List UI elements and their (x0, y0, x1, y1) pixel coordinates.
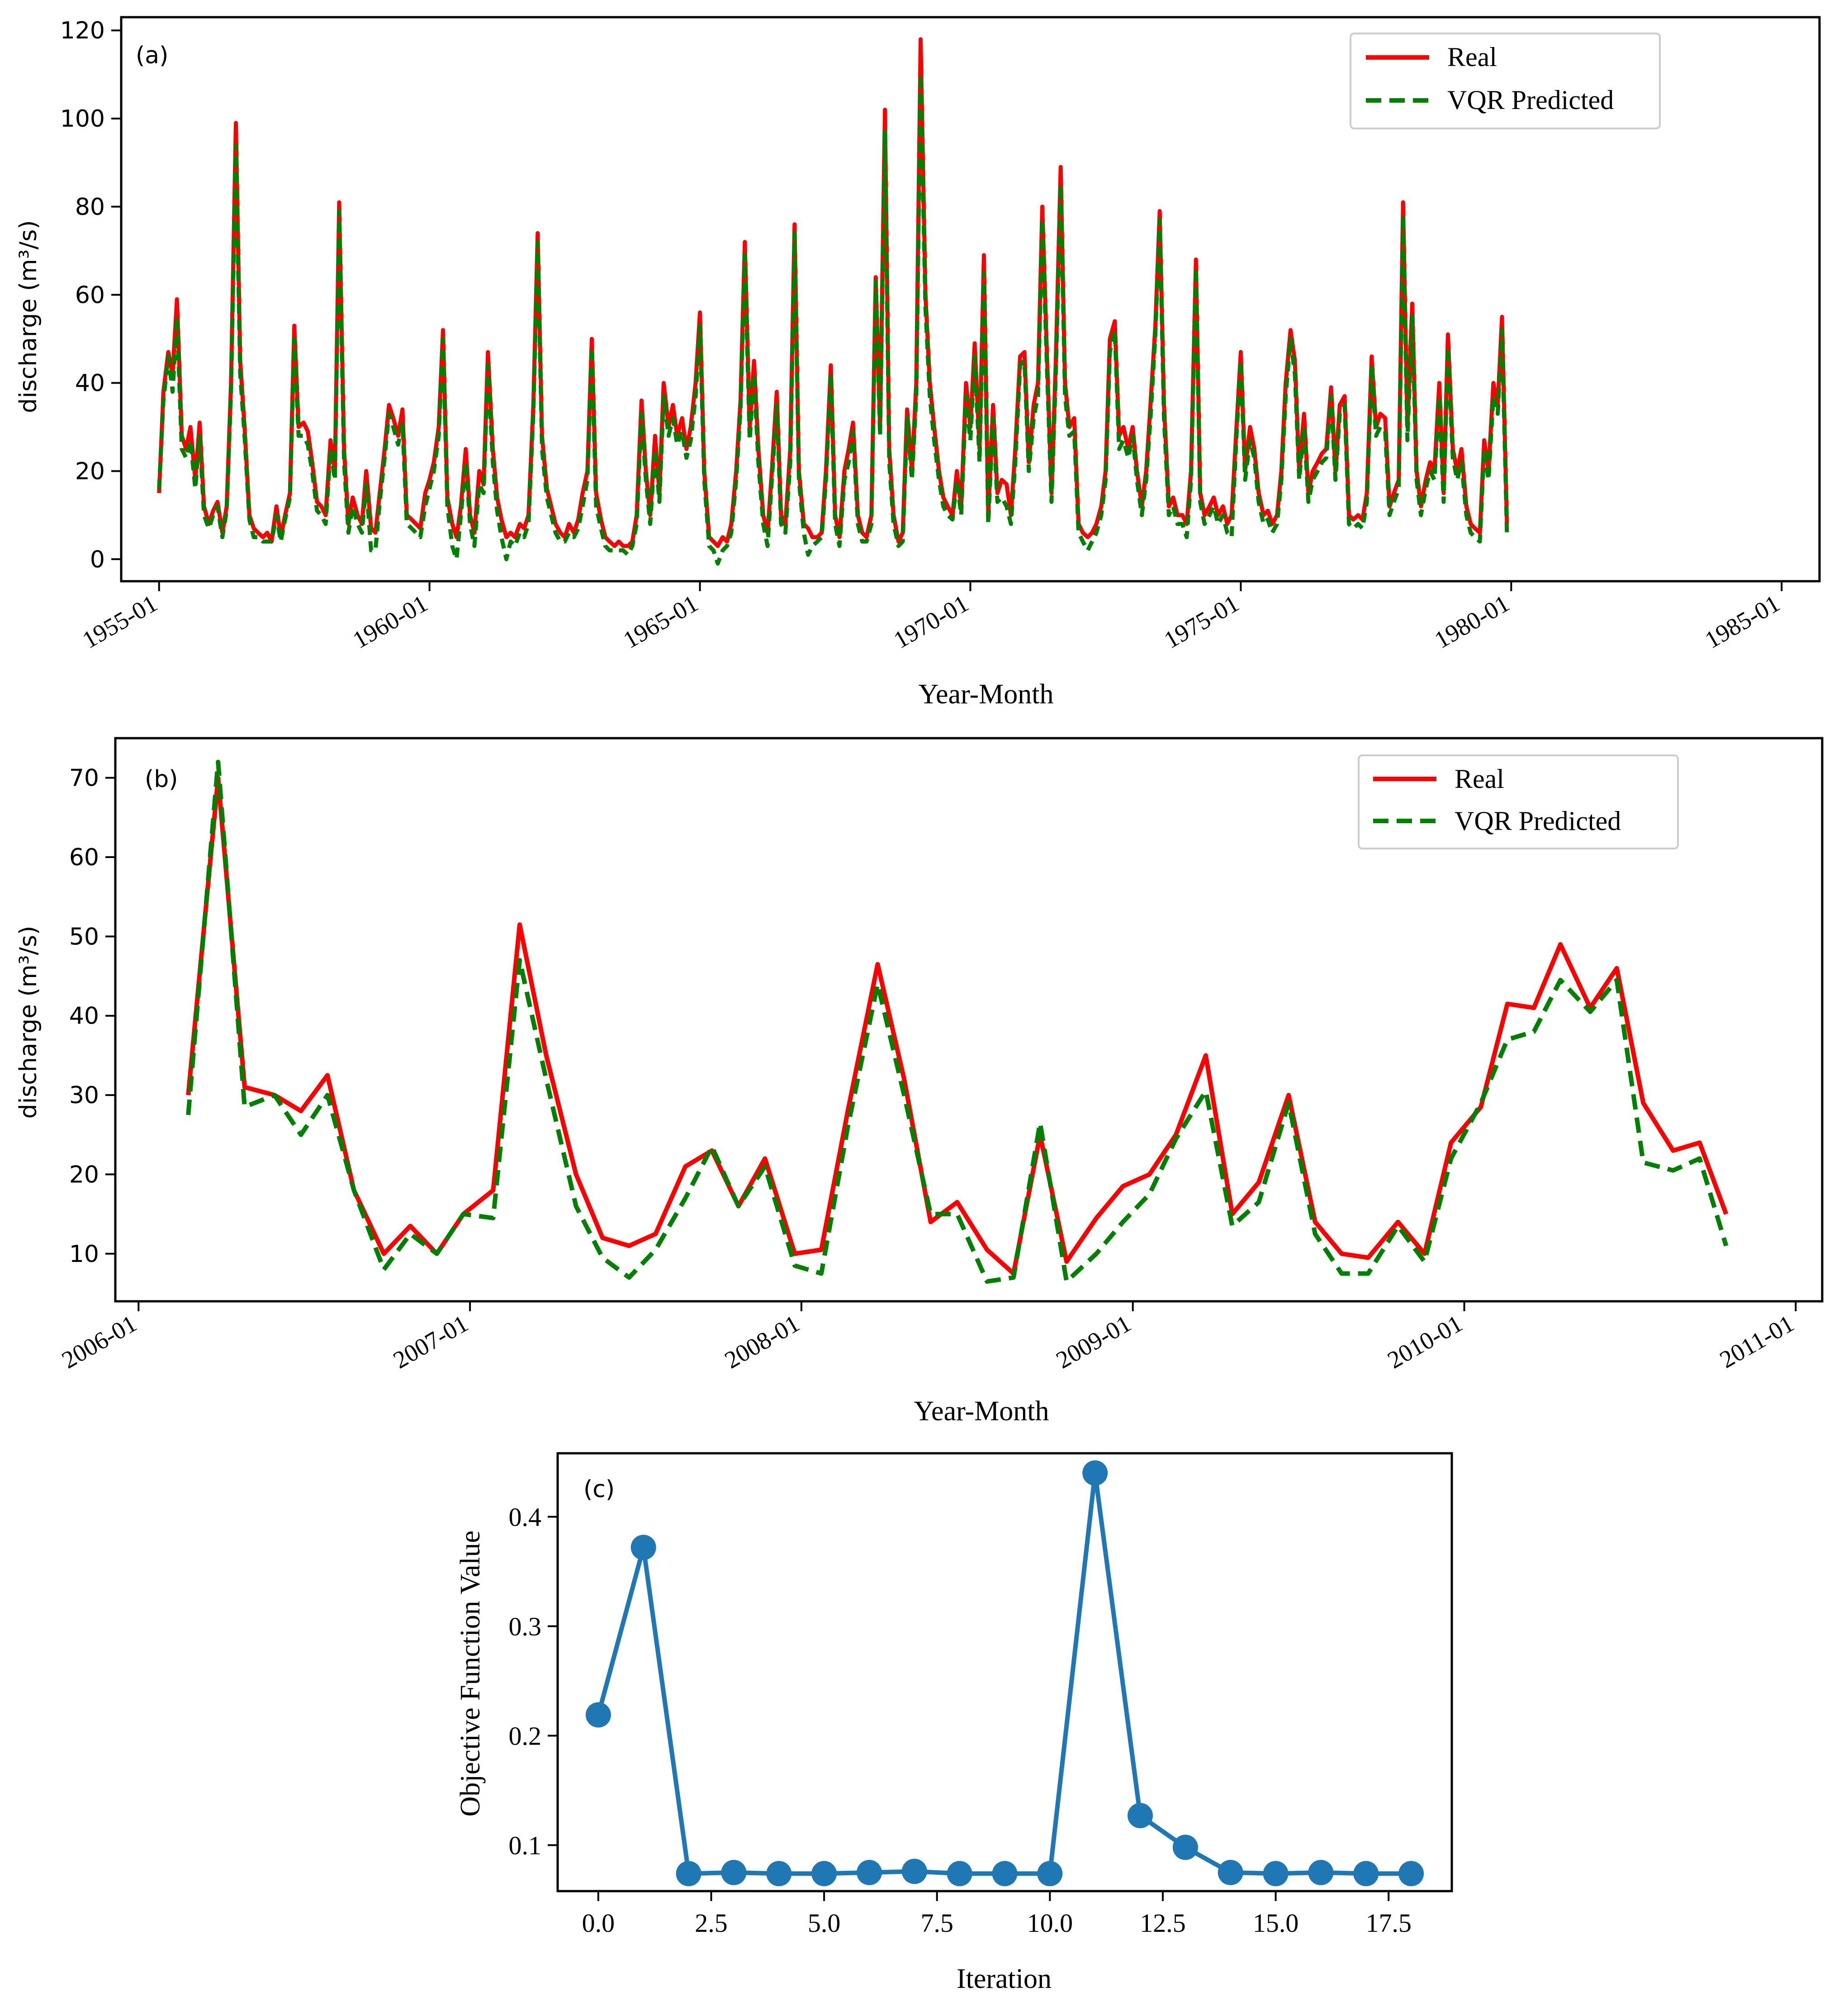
x-tick-label: 0.0 (582, 1908, 615, 1938)
y-tick-label: 60 (75, 282, 105, 309)
panel-c-label: (c) (583, 1476, 615, 1503)
objective-point (630, 1535, 656, 1560)
panel-a-legend-real: Real (1447, 42, 1497, 72)
y-tick-label: 100 (60, 105, 105, 133)
y-tick-label: 0.4 (509, 1502, 542, 1532)
series-line-real (157, 37, 1509, 548)
y-tick-label: 50 (69, 923, 99, 950)
x-tick-label: 15.0 (1253, 1908, 1299, 1938)
panel-b-ylabel: discharge (m³/s) (15, 926, 42, 1119)
objective-point (676, 1861, 701, 1887)
objective-point (1353, 1861, 1379, 1887)
y-tick-label: 0.3 (509, 1612, 542, 1641)
x-tick-label: 2.5 (695, 1908, 728, 1938)
panel-a-label: (a) (136, 42, 168, 69)
panel-c-frame (556, 1452, 1453, 1892)
objective-point (1128, 1803, 1153, 1828)
x-tick-label: 17.5 (1365, 1908, 1412, 1938)
objective-point (1218, 1859, 1243, 1885)
y-tick-label: 10 (69, 1241, 99, 1268)
y-tick-label: 120 (60, 17, 105, 44)
panel-c-xlabel: Iteration (957, 1963, 1052, 1994)
panel-a-xlabel: Year-Month (918, 679, 1053, 710)
objective-point (721, 1859, 747, 1885)
objective-point (901, 1859, 927, 1884)
panel-b-legend-predicted: VQR Predicted (1455, 806, 1621, 836)
objective-point (1172, 1835, 1198, 1860)
y-tick-label: 0.1 (509, 1831, 542, 1860)
y-tick-label: 20 (69, 1161, 99, 1188)
y-tick-label: 60 (69, 844, 99, 871)
objective-point (1308, 1859, 1334, 1885)
panel-b-xlabel: Year-Month (914, 1396, 1049, 1427)
x-tick-label: 7.5 (920, 1908, 953, 1938)
panel-b-label: (b) (145, 766, 178, 793)
panel-c-ylabel: Objective Function Value (455, 1531, 486, 1817)
y-tick-label: 40 (75, 370, 105, 397)
y-tick-label: 0.2 (509, 1721, 542, 1750)
objective-point (1263, 1861, 1289, 1887)
panel-b-legend: Real VQR Predicted (1358, 754, 1679, 849)
series-line-vqr-predicted (186, 759, 1729, 1284)
objective-point (1082, 1460, 1108, 1486)
y-tick-label: 0 (90, 546, 105, 573)
objective-point (992, 1861, 1018, 1887)
x-tick-label: 5.0 (808, 1908, 841, 1938)
panel-b-legend-real: Real (1455, 764, 1504, 794)
objective-point (1037, 1861, 1063, 1887)
objective-point (766, 1861, 792, 1887)
series-line-vqr-predicted (157, 72, 1509, 566)
y-tick-label: 40 (69, 1003, 99, 1030)
y-tick-label: 30 (69, 1082, 99, 1109)
panel-a-legend: Real VQR Predicted (1350, 33, 1661, 129)
panel-a-legend-predicted: VQR Predicted (1447, 85, 1614, 115)
objective-point (1398, 1861, 1424, 1887)
objective-point (585, 1702, 611, 1728)
y-tick-label: 80 (75, 194, 105, 221)
objective-point (857, 1859, 882, 1885)
objective-point (947, 1861, 972, 1887)
x-tick-label: 10.0 (1027, 1908, 1073, 1938)
panel-c: 0.1 0.2 0.3 0.4 0.0 2.5 5.0 7.5 10.0 12.5 15.0 17.… (455, 1452, 1453, 1994)
objective-point (811, 1861, 837, 1887)
x-tick-label: 12.5 (1140, 1908, 1186, 1938)
panel-a-ylabel: discharge (m³/s) (15, 220, 42, 413)
y-tick-label: 20 (75, 458, 105, 485)
y-tick-label: 70 (69, 765, 99, 792)
